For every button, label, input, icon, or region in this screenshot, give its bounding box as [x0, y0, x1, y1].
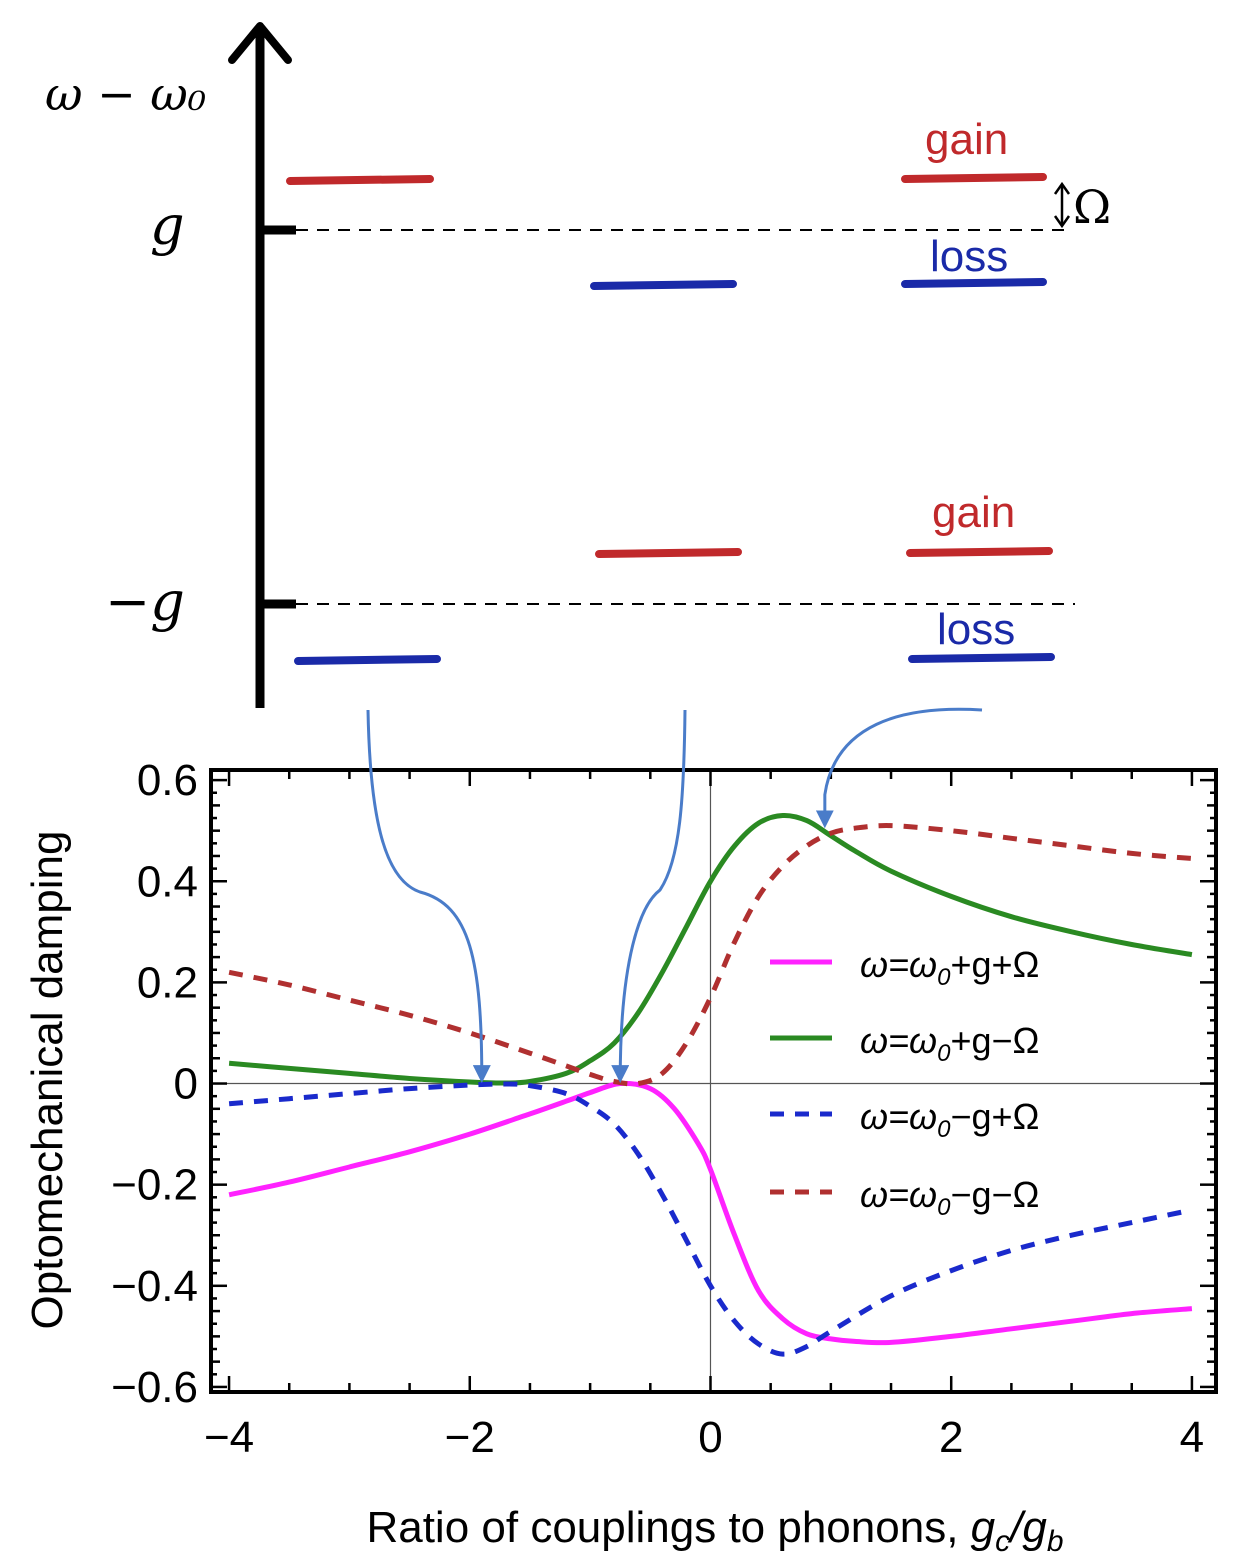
x-axis-label-slash: /	[1007, 1503, 1026, 1552]
series-magenta-line	[228, 1080, 1193, 1346]
legend-label-3: ω=ω0−g+Ω	[860, 1096, 1039, 1143]
x-tick-label: 2	[939, 1413, 963, 1462]
tick-label-minus-g: −g	[105, 570, 185, 633]
y-tick-label: −0.2	[111, 1161, 198, 1210]
y-tick-label: −0.6	[111, 1363, 198, 1412]
y-tick-label: 0	[174, 1060, 198, 1109]
x-axis-label-main: Ratio of couplings to phonons,	[366, 1503, 970, 1552]
x-tick-label: −4	[204, 1413, 254, 1462]
y-tick-label: 0.2	[137, 958, 198, 1007]
legend-label-post: −g+Ω	[950, 1096, 1039, 1137]
x-axis-label-g2: g	[1022, 1503, 1047, 1552]
tick-label-g: g	[150, 194, 185, 257]
energy-level-diagram: ω − ω₀ g −g gain loss gain loss Ω	[45, 22, 1111, 708]
x-axis-label-g: g	[971, 1503, 996, 1552]
level-middle-upper-loss	[590, 280, 737, 290]
level-right-lower-gain	[906, 547, 1053, 557]
label-loss-upper: loss	[930, 232, 1008, 281]
omega-label: Ω	[1073, 180, 1111, 234]
label-loss-lower: loss	[937, 605, 1015, 654]
legend-label-post: +g+Ω	[950, 944, 1039, 985]
y-tick-label: −0.4	[111, 1262, 198, 1311]
label-gain-lower: gain	[932, 488, 1015, 537]
legend-label-sub: 0	[937, 1116, 951, 1143]
legend-label-pre: ω=ω	[860, 1096, 937, 1137]
x-tick-label: 4	[1180, 1413, 1204, 1462]
y-tick-label: 0.4	[137, 857, 198, 906]
damping-chart: −4 −2 0 2 4 −0.6 −0.4 −0.2 0 0.2 0.4 0.6 Ratio of co…	[23, 756, 1218, 1557]
legend-label-sub: 0	[937, 964, 951, 991]
x-axis-label-sub-c: c	[995, 1525, 1010, 1557]
label-gain-upper: gain	[925, 115, 1008, 164]
omega-splitting-indicator	[1053, 181, 1071, 229]
level-left-lower-loss	[294, 655, 441, 665]
legend-label-post: +g−Ω	[950, 1020, 1039, 1061]
energy-axis-arrowhead	[228, 22, 292, 64]
legend: ω=ω0+g+Ωω=ω0+g−Ωω=ω0−g+Ωω=ω0−g−Ω	[770, 944, 1039, 1221]
x-axis-label-sub-b: b	[1047, 1525, 1064, 1557]
ticks	[211, 770, 1216, 1392]
legend-label-sub: 0	[937, 1194, 951, 1221]
level-middle-lower-gain	[595, 548, 742, 558]
x-tick-label: 0	[698, 1413, 722, 1462]
legend-label-pre: ω=ω	[860, 944, 937, 985]
level-left-upper-gain	[286, 175, 434, 185]
legend-label-pre: ω=ω	[860, 1174, 937, 1215]
plot-frame	[209, 768, 1218, 1394]
arrow-right	[815, 707, 983, 829]
level-right-lower-loss	[908, 653, 1055, 663]
legend-label-1: ω=ω0+g+Ω	[860, 944, 1039, 991]
arrow-left	[366, 709, 491, 1084]
series-blue-dashed-line	[228, 1081, 1193, 1357]
arrow-middle	[611, 709, 687, 1084]
legend-label-pre: ω=ω	[860, 1020, 937, 1061]
y-tick-label: 0.6	[137, 756, 198, 805]
x-tick-label: −2	[445, 1413, 495, 1462]
y-axis-label: Optomechanical damping	[23, 831, 72, 1330]
x-axis-label: Ratio of couplings to phonons, gc/gb	[366, 1503, 1063, 1557]
legend-label-4: ω=ω0−g−Ω	[860, 1174, 1039, 1221]
connector-arrows	[366, 707, 983, 1084]
legend-label-post: −g−Ω	[950, 1174, 1039, 1215]
legend-label-2: ω=ω0+g−Ω	[860, 1020, 1039, 1067]
energy-axis-label: ω − ω₀	[45, 67, 206, 121]
legend-label-sub: 0	[937, 1040, 951, 1067]
level-right-upper-gain	[901, 173, 1047, 183]
level-right-upper-loss	[901, 278, 1047, 288]
